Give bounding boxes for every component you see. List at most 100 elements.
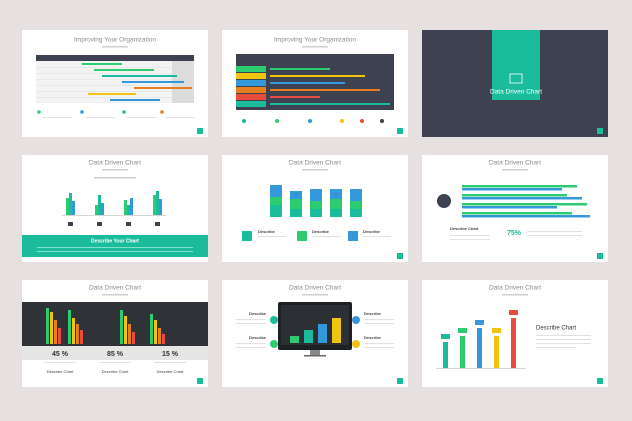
item-label: Describe: [364, 311, 382, 316]
item-label: Describe: [312, 229, 330, 234]
shape: [154, 362, 186, 363]
shape: [270, 82, 345, 84]
shape: [364, 343, 394, 344]
dot: [308, 119, 312, 123]
shape: [66, 198, 69, 215]
shape: [536, 339, 591, 340]
shape: [509, 310, 518, 315]
shape: [36, 55, 194, 61]
shape: [76, 324, 79, 344]
shape: [350, 209, 362, 217]
shape: [450, 239, 490, 240]
shape: [95, 205, 98, 215]
shape: [36, 67, 194, 68]
slide: Data Driven Chart Describe Describe Desc…: [222, 280, 408, 387]
shape: [310, 209, 322, 217]
shape: [36, 85, 194, 86]
shape: [290, 336, 299, 343]
shape: [397, 128, 403, 134]
shape: [98, 195, 101, 215]
shape: [348, 231, 358, 241]
shape: [120, 310, 123, 344]
shape: [36, 97, 194, 98]
slide: Improving Your Organization: [222, 30, 408, 137]
stat-label: Describe Chart: [47, 369, 75, 374]
shape: [270, 197, 282, 205]
shape: [44, 362, 76, 363]
shape: [536, 335, 591, 336]
shape: [102, 46, 128, 48]
shape: [68, 222, 73, 226]
shape: [304, 355, 326, 357]
slide: Data Driven Chart 45 % 85 % 15 % Describ…: [22, 280, 208, 387]
shape: [494, 336, 499, 368]
section-heading: Describe Chart: [536, 326, 576, 332]
shape: [270, 68, 330, 70]
shape: [397, 378, 403, 384]
shape: [509, 73, 523, 84]
shape: [364, 323, 394, 324]
shape: [127, 117, 157, 118]
shape: [134, 87, 192, 89]
shape: [94, 177, 136, 179]
shape: [462, 188, 562, 191]
shape: [99, 362, 131, 363]
shape: [236, 73, 266, 79]
shape: [511, 318, 516, 368]
dot: [275, 119, 279, 123]
shape: [462, 212, 572, 215]
dot: [37, 110, 41, 114]
dot: [270, 340, 278, 348]
shape: [502, 294, 528, 296]
slide-title: Data Driven Chart: [289, 285, 341, 292]
shape: [270, 96, 320, 98]
slide-title: Data Driven Chart: [489, 285, 541, 292]
shape: [42, 117, 72, 118]
shape: [126, 222, 131, 226]
shape: [270, 185, 362, 217]
shape: [154, 320, 157, 344]
dot: [437, 194, 451, 208]
stat: 75%: [507, 230, 522, 237]
dot: [122, 110, 126, 114]
shape: [88, 93, 136, 95]
shape: [128, 324, 131, 344]
shape: [37, 251, 193, 252]
dot: [360, 119, 364, 123]
shape: [236, 343, 266, 344]
shape: [310, 201, 322, 209]
dot: [270, 316, 278, 324]
item-label: Describe: [249, 311, 267, 316]
slide-title: Data Driven Chart: [289, 160, 341, 167]
shape: [236, 94, 266, 100]
shape: [318, 324, 327, 343]
shape: [236, 101, 266, 107]
shape: [156, 191, 159, 215]
shape: [36, 91, 194, 92]
shape: [197, 128, 203, 134]
shape: [302, 294, 328, 296]
shape: [492, 30, 540, 100]
shape: [304, 330, 313, 343]
shape: [102, 169, 128, 171]
shape: [62, 215, 166, 216]
shape: [80, 330, 83, 344]
shape: [270, 205, 282, 217]
slide-title: Data Driven Chart: [490, 89, 542, 96]
shape: [597, 253, 603, 259]
shape: [37, 247, 193, 248]
shape: [597, 128, 603, 134]
shape: [46, 308, 49, 344]
dot: [352, 316, 360, 324]
shape: [302, 46, 328, 48]
shape: [350, 201, 362, 209]
shape: [330, 199, 342, 209]
shape: [475, 320, 484, 325]
shape: [150, 314, 153, 344]
slide-title: Data Driven Chart: [89, 285, 141, 292]
shape: [462, 206, 557, 209]
stat-value: 85 %: [107, 351, 124, 358]
shape: [242, 231, 252, 241]
